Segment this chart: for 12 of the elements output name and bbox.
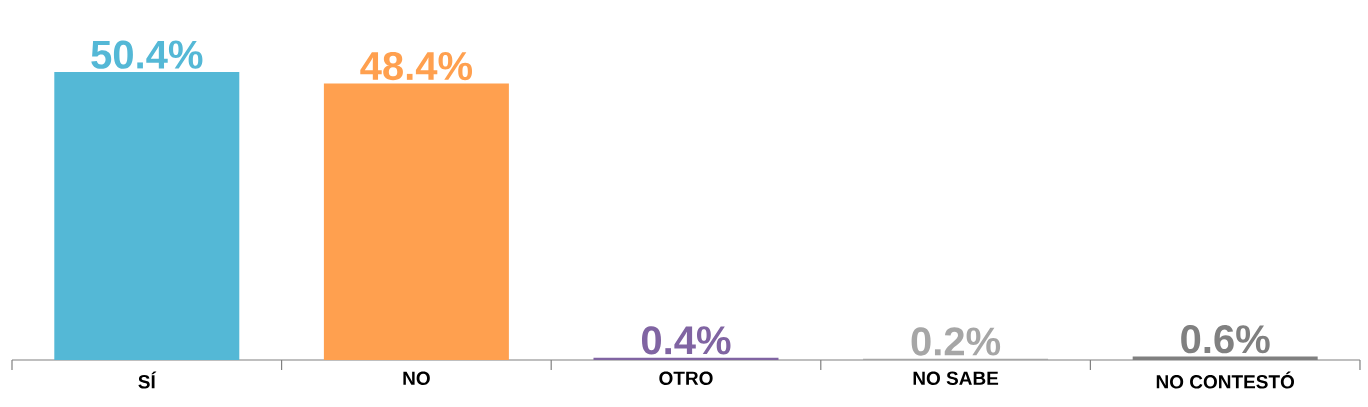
data-label: 0.2% [911,327,1001,356]
x-tick-label: NO SABE [913,371,999,385]
data-label: 0.6% [1181,325,1270,354]
data-label: 0.4% [641,326,731,355]
data-label: 48.4% [360,51,473,81]
x-tick-label: SÍ [138,371,157,389]
bar [54,72,240,360]
x-tick-label: NO [403,371,430,385]
data-label: 50.4% [91,40,203,69]
x-tick-label: OTRO [659,371,713,385]
x-tick-label: NO CONTESTÓ [1156,371,1295,389]
bar [323,83,509,360]
